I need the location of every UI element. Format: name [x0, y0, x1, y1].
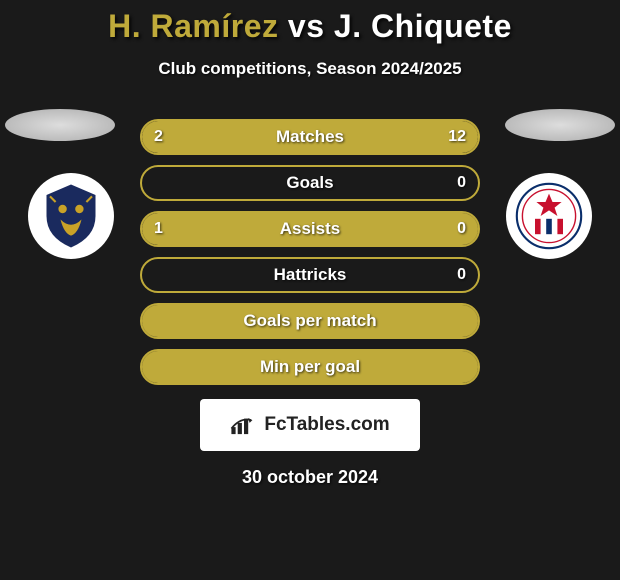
bar-label: Goals per match: [142, 305, 478, 337]
team1-logo: [28, 173, 114, 259]
page-title: H. Ramírez vs J. Chiquete: [0, 8, 620, 45]
fctables-logo-icon: [230, 413, 258, 437]
player1-name: H. Ramírez: [108, 8, 278, 44]
pumas-logo-icon: [36, 181, 106, 251]
date: 30 october 2024: [0, 467, 620, 488]
stat-bar: 0Goals: [140, 165, 480, 201]
comparison-card: H. Ramírez vs J. Chiquete Club competiti…: [0, 0, 620, 488]
stat-bar: Min per goal: [140, 349, 480, 385]
stat-bar: Goals per match: [140, 303, 480, 339]
player2-name: J. Chiquete: [334, 8, 512, 44]
chivas-logo-icon: [514, 181, 584, 251]
stat-bar: 0Hattricks: [140, 257, 480, 293]
bar-label: Hattricks: [142, 259, 478, 291]
player1-photo: [5, 109, 115, 141]
stat-bar: 10Assists: [140, 211, 480, 247]
watermark: FcTables.com: [200, 399, 420, 451]
player2-photo: [505, 109, 615, 141]
subtitle: Club competitions, Season 2024/2025: [0, 59, 620, 79]
bar-label: Goals: [142, 167, 478, 199]
bar-label: Assists: [142, 213, 478, 245]
watermark-text: FcTables.com: [264, 414, 389, 436]
stats-area: 212Matches 0Goals 10Assists 0Hattricks Goals…: [0, 119, 620, 385]
stat-bar: 212Matches: [140, 119, 480, 155]
stat-bars: 212Matches 0Goals 10Assists 0Hattricks Goals…: [140, 119, 480, 385]
vs-text: vs: [288, 8, 325, 44]
bar-label: Matches: [142, 121, 478, 153]
bar-label: Min per goal: [142, 351, 478, 383]
team2-logo: [506, 173, 592, 259]
